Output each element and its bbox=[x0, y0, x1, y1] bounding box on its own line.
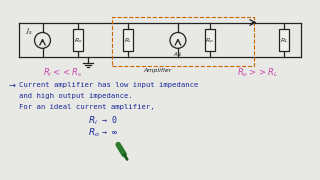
Text: $A_i I_i$: $A_i I_i$ bbox=[173, 50, 183, 59]
Text: $R_i << R_s$: $R_i << R_s$ bbox=[43, 67, 82, 79]
Bar bbox=[279, 30, 289, 51]
Text: $R_s$: $R_s$ bbox=[74, 36, 83, 45]
Bar bbox=[112, 17, 253, 66]
Text: $R_o$: $R_o$ bbox=[205, 36, 214, 45]
Text: $R_o >> R_L$: $R_o >> R_L$ bbox=[237, 67, 278, 79]
Text: Current amplifier has low input impedance: Current amplifier has low input impedanc… bbox=[19, 82, 198, 88]
Text: Amplifier: Amplifier bbox=[144, 68, 172, 73]
Text: $R_o$: $R_o$ bbox=[88, 126, 100, 139]
Text: $R_i$: $R_i$ bbox=[124, 36, 132, 45]
Text: and high output impedance.: and high output impedance. bbox=[19, 93, 132, 99]
Text: For an ideal current amplifier,: For an ideal current amplifier, bbox=[19, 104, 154, 110]
Bar bbox=[123, 30, 133, 51]
Text: →: → bbox=[9, 80, 16, 89]
Text: $R_i$: $R_i$ bbox=[88, 114, 98, 127]
Text: $R_L$: $R_L$ bbox=[280, 36, 289, 45]
Text: $J_s$: $J_s$ bbox=[25, 26, 32, 37]
Text: → ∞: → ∞ bbox=[102, 128, 117, 137]
Bar bbox=[205, 30, 215, 51]
Bar bbox=[73, 30, 83, 51]
Text: → 0: → 0 bbox=[102, 116, 117, 125]
